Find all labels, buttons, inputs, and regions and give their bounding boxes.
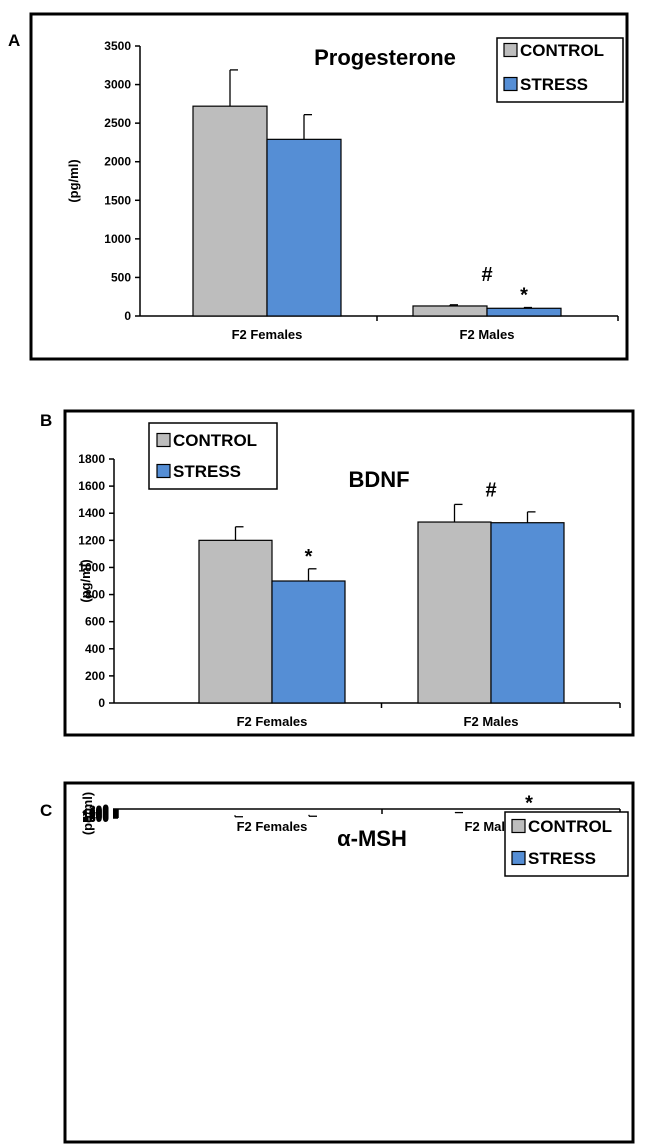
y-tick-label: 1800: [78, 452, 105, 466]
x-tick-label: F2 Females: [237, 714, 308, 729]
asterisk-significance-mark: *: [525, 792, 533, 814]
bar-control-f2-females: [198, 539, 273, 704]
y-axis-label: (pg/ml): [78, 559, 93, 602]
y-tick-label: 1500: [104, 193, 131, 207]
bar-control-f2-females: [192, 105, 268, 317]
legend: CONTROL STRESS: [504, 811, 629, 877]
panel-letter: B: [40, 411, 52, 430]
y-axis-label: (pg/ml): [66, 159, 81, 202]
y-axis-label: (pg/ml): [80, 792, 95, 835]
panel-letter: C: [40, 801, 52, 820]
legend-swatch: [511, 818, 526, 834]
y-tick-label: 200: [85, 669, 105, 683]
panel-frame: [29, 12, 629, 361]
y-tick-label: 800: [89, 806, 109, 820]
y-tick-label: 600: [89, 805, 109, 819]
y-tick-label: 1000: [78, 560, 105, 574]
chart-title: BDNF: [348, 467, 409, 492]
legend-label: STRESS: [528, 849, 596, 868]
y-tick-label: 3000: [104, 78, 131, 92]
legend-label: CONTROL: [528, 817, 612, 836]
panel-frame: [63, 409, 635, 737]
x-tick-label: F2 Females: [232, 327, 303, 342]
y-tick-label: 200: [89, 803, 109, 817]
legend-swatch: [511, 850, 526, 866]
legend-box: [496, 37, 624, 103]
y-tick-label: 1000: [82, 807, 109, 821]
y-tick-label: 1600: [78, 479, 105, 493]
panel-a: A 0 500 1000 1500 2000 2500 3000 3500 (pg/ml) F2 F…: [8, 12, 629, 361]
y-tick-label: 1800: [82, 811, 109, 825]
legend-label: STRESS: [173, 462, 241, 481]
bar-stress-f2-males: [490, 522, 565, 704]
legend-label: CONTROL: [520, 41, 604, 60]
chart-title: Progesterone: [314, 45, 456, 70]
bar-stress-f2-females: [271, 580, 346, 704]
y-tick-label: 1600: [82, 810, 109, 824]
y-tick-label: 1400: [78, 506, 105, 520]
legend-label: CONTROL: [173, 431, 257, 450]
panel-frame: [63, 781, 635, 1144]
legend-label: STRESS: [520, 75, 588, 94]
y-tick-label: 0: [98, 696, 105, 710]
chart-title: α-MSH: [337, 826, 407, 851]
legend-swatch: [156, 432, 171, 448]
bar-stress-f2-males: [486, 307, 562, 317]
bar-control-f2-males: [417, 521, 492, 704]
legend-swatch: [156, 463, 171, 479]
y-tick-label: 1400: [82, 809, 109, 823]
x-tick-label: F2 Males: [464, 714, 519, 729]
x-tick-label: F2 Males: [460, 327, 515, 342]
y-tick-label: 800: [85, 588, 105, 602]
legend-swatch: [503, 42, 518, 58]
y-tick-label: 0: [102, 802, 109, 816]
y-tick-label: 3500: [104, 39, 131, 53]
y-tick-label: 1200: [82, 808, 109, 822]
asterisk-significance-mark: *: [305, 546, 313, 568]
y-tick-label: 2500: [104, 116, 131, 130]
hash-significance-mark: #: [485, 479, 496, 501]
y-tick-label: 2000: [104, 155, 131, 169]
y-tick-label: 400: [85, 642, 105, 656]
legend-swatch: [503, 76, 518, 92]
y-tick-label: 1000: [104, 232, 131, 246]
legend: CONTROL STRESS: [148, 422, 278, 490]
y-tick-label: 1200: [78, 533, 105, 547]
panel-letter: A: [8, 31, 20, 50]
bar-stress-f2-females: [266, 138, 342, 317]
legend: CONTROL STRESS: [496, 37, 624, 103]
y-tick-label: 500: [111, 270, 131, 284]
asterisk-significance-mark: *: [520, 285, 528, 307]
bar-control-f2-males: [412, 305, 488, 317]
panel-c: C 020040060080010001200140016001800(pg/ml…: [40, 781, 635, 1144]
y-tick-label: 400: [89, 804, 109, 818]
x-tick-label: F2 Females: [237, 819, 308, 834]
y-tick-label: 0: [124, 309, 131, 323]
panel-b: B 0 200 400 600 800 1000 1200 1400 1600 1800 (pg/ml…: [40, 409, 635, 737]
y-tick-label: 600: [85, 615, 105, 629]
hash-significance-mark: #: [481, 264, 492, 286]
